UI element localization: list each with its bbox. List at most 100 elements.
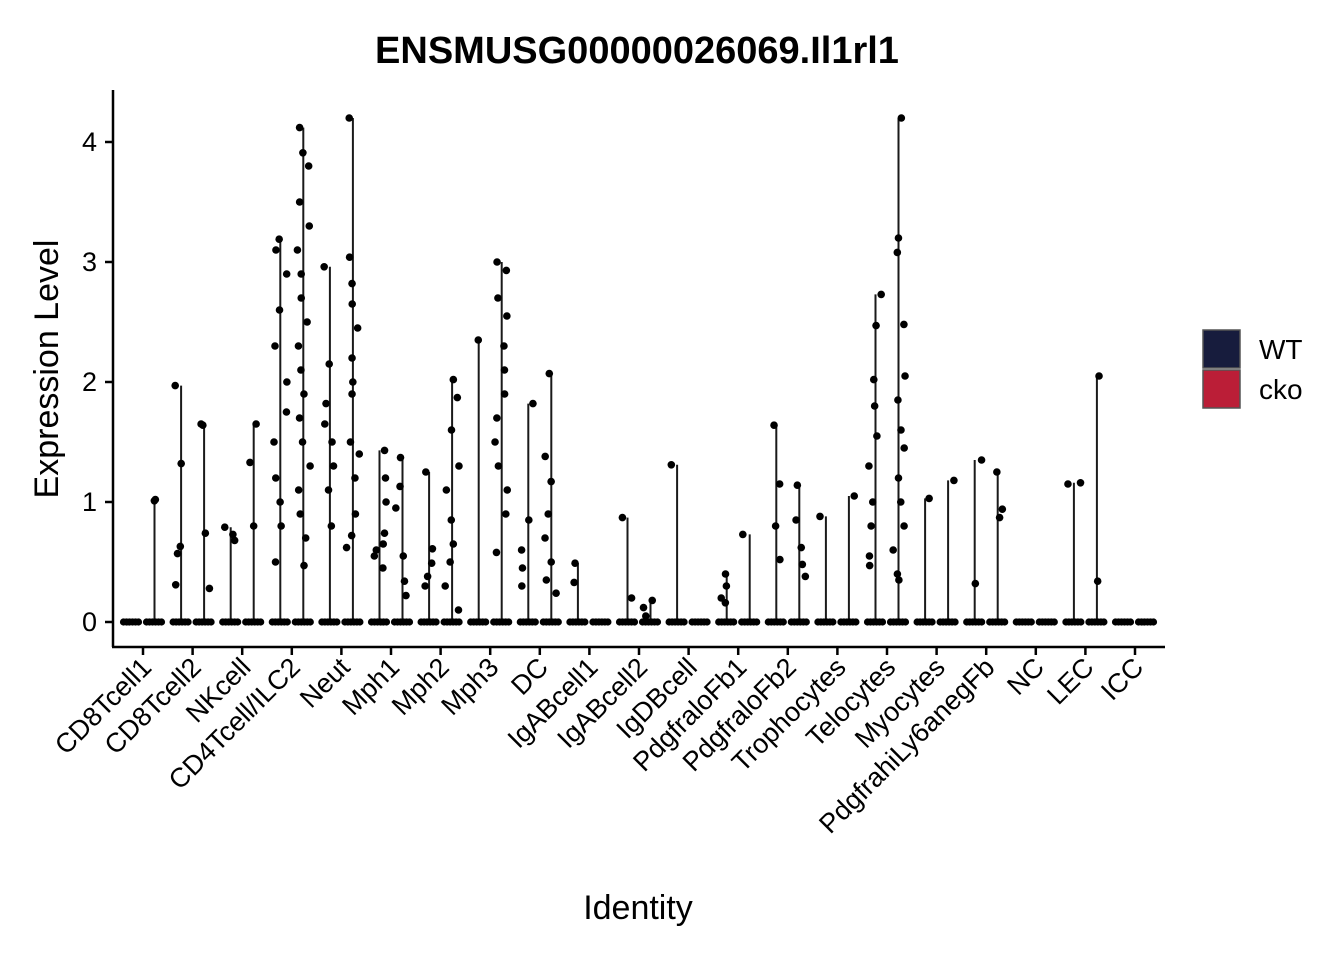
violin-wt	[268, 235, 291, 626]
data-point	[355, 450, 364, 458]
data-point	[545, 369, 554, 378]
data-point	[493, 258, 501, 266]
data-point	[776, 555, 784, 564]
violin-cko	[589, 618, 612, 626]
y-axis: 0 1 2 3 4	[82, 127, 113, 637]
data-point	[505, 618, 513, 626]
data-point	[792, 516, 800, 524]
data-point	[205, 584, 214, 593]
violin-cko	[291, 123, 314, 626]
data-point	[396, 482, 404, 491]
data-point	[151, 495, 160, 504]
data-point	[877, 290, 885, 299]
data-point	[246, 458, 254, 467]
data-point	[348, 354, 356, 362]
data-point	[900, 522, 908, 530]
data-point	[642, 612, 650, 620]
data-point	[275, 235, 283, 243]
x-tick-label: Mph2	[386, 652, 455, 721]
data-point	[277, 522, 285, 530]
violin-wt	[615, 513, 639, 626]
data-point	[1077, 618, 1085, 626]
data-point	[306, 462, 314, 470]
data-point	[399, 552, 408, 560]
violin-cko	[341, 114, 364, 626]
violin-wt	[1062, 479, 1085, 626]
data-point	[639, 603, 648, 612]
data-point	[299, 149, 307, 157]
y-tick-label: 0	[82, 607, 97, 637]
y-axis-label: Expression Level	[28, 240, 66, 499]
data-point	[547, 477, 555, 486]
violin-wt	[764, 421, 787, 626]
data-point	[998, 505, 1007, 513]
violin-cko	[1085, 372, 1108, 626]
violin-wt	[566, 559, 589, 626]
violin-cko	[1035, 618, 1058, 626]
data-point	[382, 618, 391, 626]
data-point	[298, 438, 307, 446]
x-axis-label: Identity	[583, 889, 693, 927]
data-point	[775, 480, 784, 488]
data-point	[897, 426, 905, 434]
data-point	[252, 420, 260, 428]
data-point	[304, 162, 313, 170]
data-point	[717, 594, 726, 602]
data-point	[207, 618, 215, 626]
violin-wt	[417, 468, 440, 626]
violin-wt	[814, 512, 837, 626]
data-point	[171, 581, 180, 589]
data-point	[870, 402, 879, 410]
data-point	[900, 444, 908, 452]
data-point	[895, 576, 903, 584]
legend-swatch-cko	[1202, 369, 1241, 409]
data-point	[618, 513, 627, 522]
violin-wt	[1111, 618, 1135, 626]
violin-cko	[390, 453, 414, 626]
data-point	[630, 618, 639, 626]
data-point	[865, 462, 873, 470]
data-point	[303, 318, 311, 326]
data-point	[321, 420, 329, 428]
data-point	[703, 618, 711, 626]
data-point	[300, 390, 308, 398]
violin-cko	[738, 530, 761, 626]
data-point	[449, 375, 458, 384]
violin-wt	[715, 570, 738, 626]
data-point	[739, 530, 747, 539]
data-point	[249, 522, 258, 530]
data-point	[382, 498, 390, 506]
data-point	[345, 114, 354, 122]
data-point	[680, 618, 688, 626]
data-point	[492, 548, 501, 557]
data-point	[294, 486, 303, 494]
data-point	[900, 320, 908, 329]
y-tick-label: 4	[82, 127, 97, 157]
violin-cko	[490, 258, 513, 626]
data-point	[730, 618, 738, 626]
data-point	[1076, 479, 1085, 487]
data-point	[297, 294, 306, 302]
data-point	[541, 534, 549, 542]
data-point	[872, 321, 880, 330]
data-point	[1100, 618, 1108, 626]
data-point	[345, 253, 354, 261]
y-tick-label: 1	[82, 487, 97, 517]
data-point	[816, 512, 824, 521]
data-point	[283, 618, 291, 626]
data-point	[1001, 618, 1009, 626]
legend-swatch-wt	[1202, 329, 1241, 369]
data-point	[653, 618, 662, 626]
data-point	[293, 246, 302, 254]
data-point	[348, 300, 357, 308]
data-point	[320, 263, 328, 271]
violin-wt	[863, 290, 887, 626]
data-point	[301, 534, 310, 542]
data-point	[1149, 618, 1158, 626]
data-point	[272, 246, 280, 254]
data-point	[901, 618, 910, 626]
data-point	[894, 234, 903, 242]
data-point	[283, 378, 291, 386]
violin-wt	[467, 336, 490, 626]
data-point	[893, 570, 902, 578]
